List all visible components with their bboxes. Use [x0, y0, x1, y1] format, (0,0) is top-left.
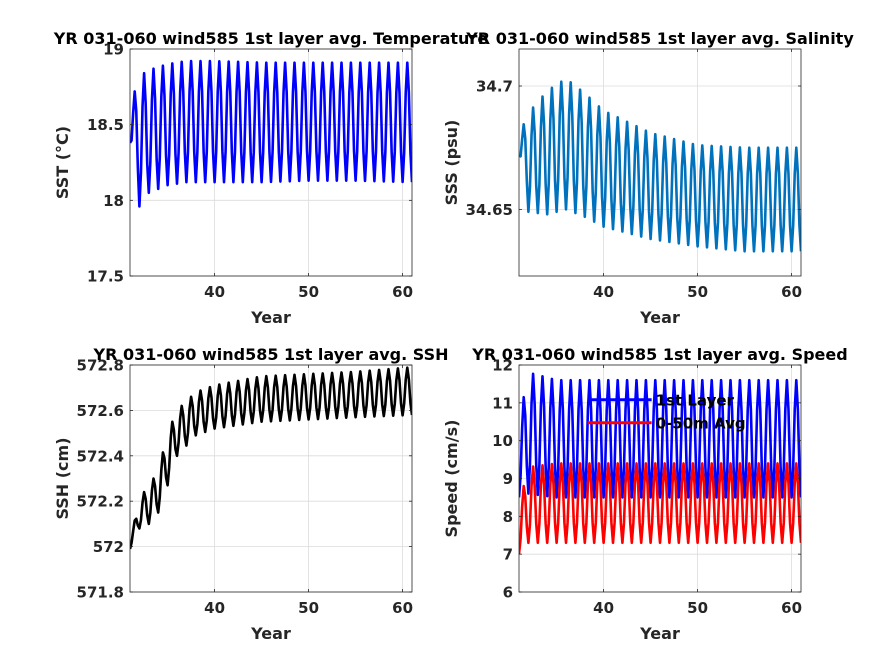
- x-tick-label: 40: [593, 283, 614, 301]
- y-tick-label: 572: [93, 538, 124, 556]
- y-tick-label: 10: [492, 432, 513, 450]
- y-tick-label: 18: [103, 192, 124, 210]
- y-tick-label: 9: [503, 470, 513, 488]
- x-tick-label: 40: [593, 599, 614, 617]
- x-axis-label: Year: [250, 308, 291, 327]
- x-tick-label: 60: [781, 599, 802, 617]
- x-axis-label: Year: [639, 308, 680, 327]
- x-tick-label: 40: [204, 599, 225, 617]
- chart-title: YR 031-060 wind585 1st layer avg. Salini…: [465, 29, 854, 48]
- y-tick-label: 34.65: [466, 201, 513, 219]
- series-line-data-0: [130, 59, 412, 208]
- series-line-0-50m-avg: [519, 462, 801, 555]
- x-tick-label: 60: [392, 599, 413, 617]
- y-axis-label: SST (°C): [53, 126, 72, 199]
- y-tick-label: 17.5: [87, 268, 124, 286]
- y-tick-label: 19: [103, 41, 124, 59]
- x-tick-label: 40: [204, 283, 225, 301]
- series-line-1st-layer: [519, 372, 801, 499]
- y-tick-label: 8: [503, 508, 513, 526]
- y-tick-label: 572.2: [77, 493, 124, 511]
- y-tick-label: 572.4: [77, 447, 124, 465]
- x-tick-label: 60: [392, 283, 413, 301]
- y-tick-label: 572.6: [77, 402, 124, 420]
- y-axis-label: SSH (cm): [53, 437, 72, 519]
- chart-title: YR 031-060 wind585 1st layer avg. SSH: [92, 345, 448, 364]
- panel-speed: 40 50 60 6 7 8 9 10 11 12 Year Speed (cm/s) YR 031-0…: [442, 345, 848, 643]
- panel-temperature: 40 50 60 17.5 18 18.5 19 Year SST (°C) YR 031-060…: [53, 29, 489, 327]
- panel-salinity: 40 50 60 34.65 34.7 Year SSS (psu) YR 031-060 w…: [442, 29, 854, 327]
- y-tick-label: 7: [503, 546, 513, 564]
- legend-label: 1st Layer: [656, 391, 735, 409]
- x-tick-label: 50: [687, 599, 708, 617]
- y-tick-label: 572.8: [77, 357, 124, 375]
- x-tick-label: 50: [687, 283, 708, 301]
- x-axis-label: Year: [639, 624, 680, 643]
- plot-area: [130, 365, 412, 592]
- legend-label: 0-50m Avg: [656, 414, 746, 432]
- y-tick-label: 12: [492, 357, 513, 375]
- y-tick-label: 34.7: [476, 78, 513, 96]
- y-tick-label: 571.8: [77, 584, 124, 602]
- series-line-data-0: [519, 80, 801, 253]
- chart-title: YR 031-060 wind585 1st layer avg. Speed: [471, 345, 847, 364]
- y-tick-label: 11: [492, 394, 513, 412]
- y-tick-label: 6: [503, 584, 513, 602]
- axes-box: [518, 48, 802, 277]
- x-tick-label: 50: [298, 283, 319, 301]
- panel-ssh: 40 50 60 571.8 572 572.2 572.4 572.6 572.8 Year SS…: [53, 345, 449, 643]
- y-tick-label: 18.5: [87, 116, 124, 134]
- series-line-data-0: [130, 366, 412, 550]
- x-axis-label: Year: [250, 624, 291, 643]
- y-axis-label: SSS (psu): [442, 120, 461, 206]
- y-axis-label: Speed (cm/s): [442, 420, 461, 538]
- chart-title: YR 031-060 wind585 1st layer avg. Temper…: [53, 29, 489, 48]
- x-tick-label: 50: [298, 599, 319, 617]
- x-tick-label: 60: [781, 283, 802, 301]
- axes-box: [129, 48, 413, 277]
- axes-box: [129, 364, 413, 593]
